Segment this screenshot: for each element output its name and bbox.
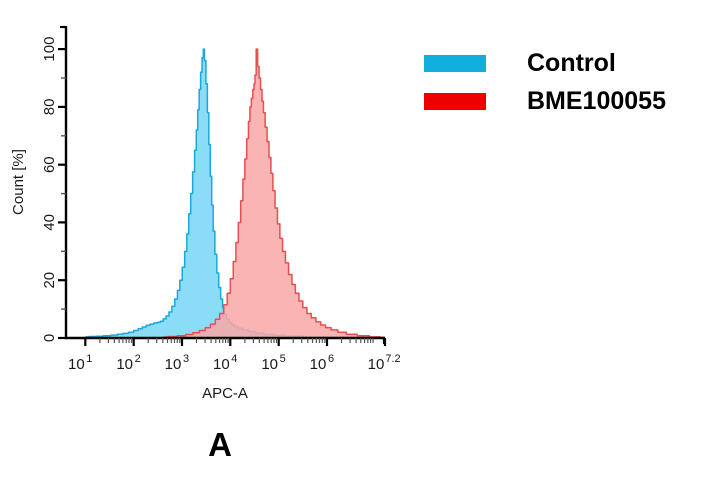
x-tick-label-base: 10 [310, 356, 327, 373]
x-tick-label-exponent: 7.2 [385, 353, 400, 365]
x-tick-label-exponent: 4 [231, 353, 237, 365]
y-tick-label: 40 [41, 214, 58, 231]
plot-background [66, 26, 385, 338]
x-axis-ticks: 10 1 10 2 10 3 10 4 10 5 10 6 10 7.2 [68, 338, 401, 373]
legend-item-bme100055[interactable]: BME100055 [424, 82, 696, 120]
histogram-series-layer [85, 48, 385, 338]
x-tick-label-base: 10 [213, 356, 230, 373]
y-tick-label: 0 [41, 334, 58, 342]
y-axis-title: Count [%] [10, 149, 27, 215]
x-tick-label-base: 10 [368, 356, 385, 373]
x-tick-label-base: 10 [165, 356, 182, 373]
x-tick-label-exponent: 6 [328, 353, 334, 365]
y-axis-ticks: 0 20 40 60 80 100 [41, 37, 66, 342]
histogram-series-bme100055 [162, 48, 385, 338]
x-axis-title: APC-A [202, 385, 248, 402]
legend-item-control[interactable]: Control [424, 44, 696, 82]
legend-swatch-control [424, 54, 486, 72]
panel-letter: A [208, 426, 232, 463]
y-tick-label: 60 [41, 156, 58, 173]
x-tick-label-exponent: 2 [135, 353, 141, 365]
y-tick-label: 20 [41, 272, 58, 289]
chart-legend: Control BME100055 [424, 44, 696, 120]
y-tick-label: 100 [41, 37, 58, 62]
legend-label-bme100055: BME100055 [527, 86, 666, 115]
x-tick-label-exponent: 1 [86, 353, 92, 365]
y-tick-label: 80 [41, 99, 58, 116]
x-tick-label-exponent: 3 [183, 353, 189, 365]
x-tick-label-base: 10 [261, 356, 278, 373]
legend-swatch-bme100055 [424, 92, 486, 110]
x-tick-label-base: 10 [68, 356, 85, 373]
x-tick-label-exponent: 5 [280, 353, 286, 365]
legend-label-control: Control [527, 48, 616, 77]
x-tick-label-base: 10 [116, 356, 133, 373]
